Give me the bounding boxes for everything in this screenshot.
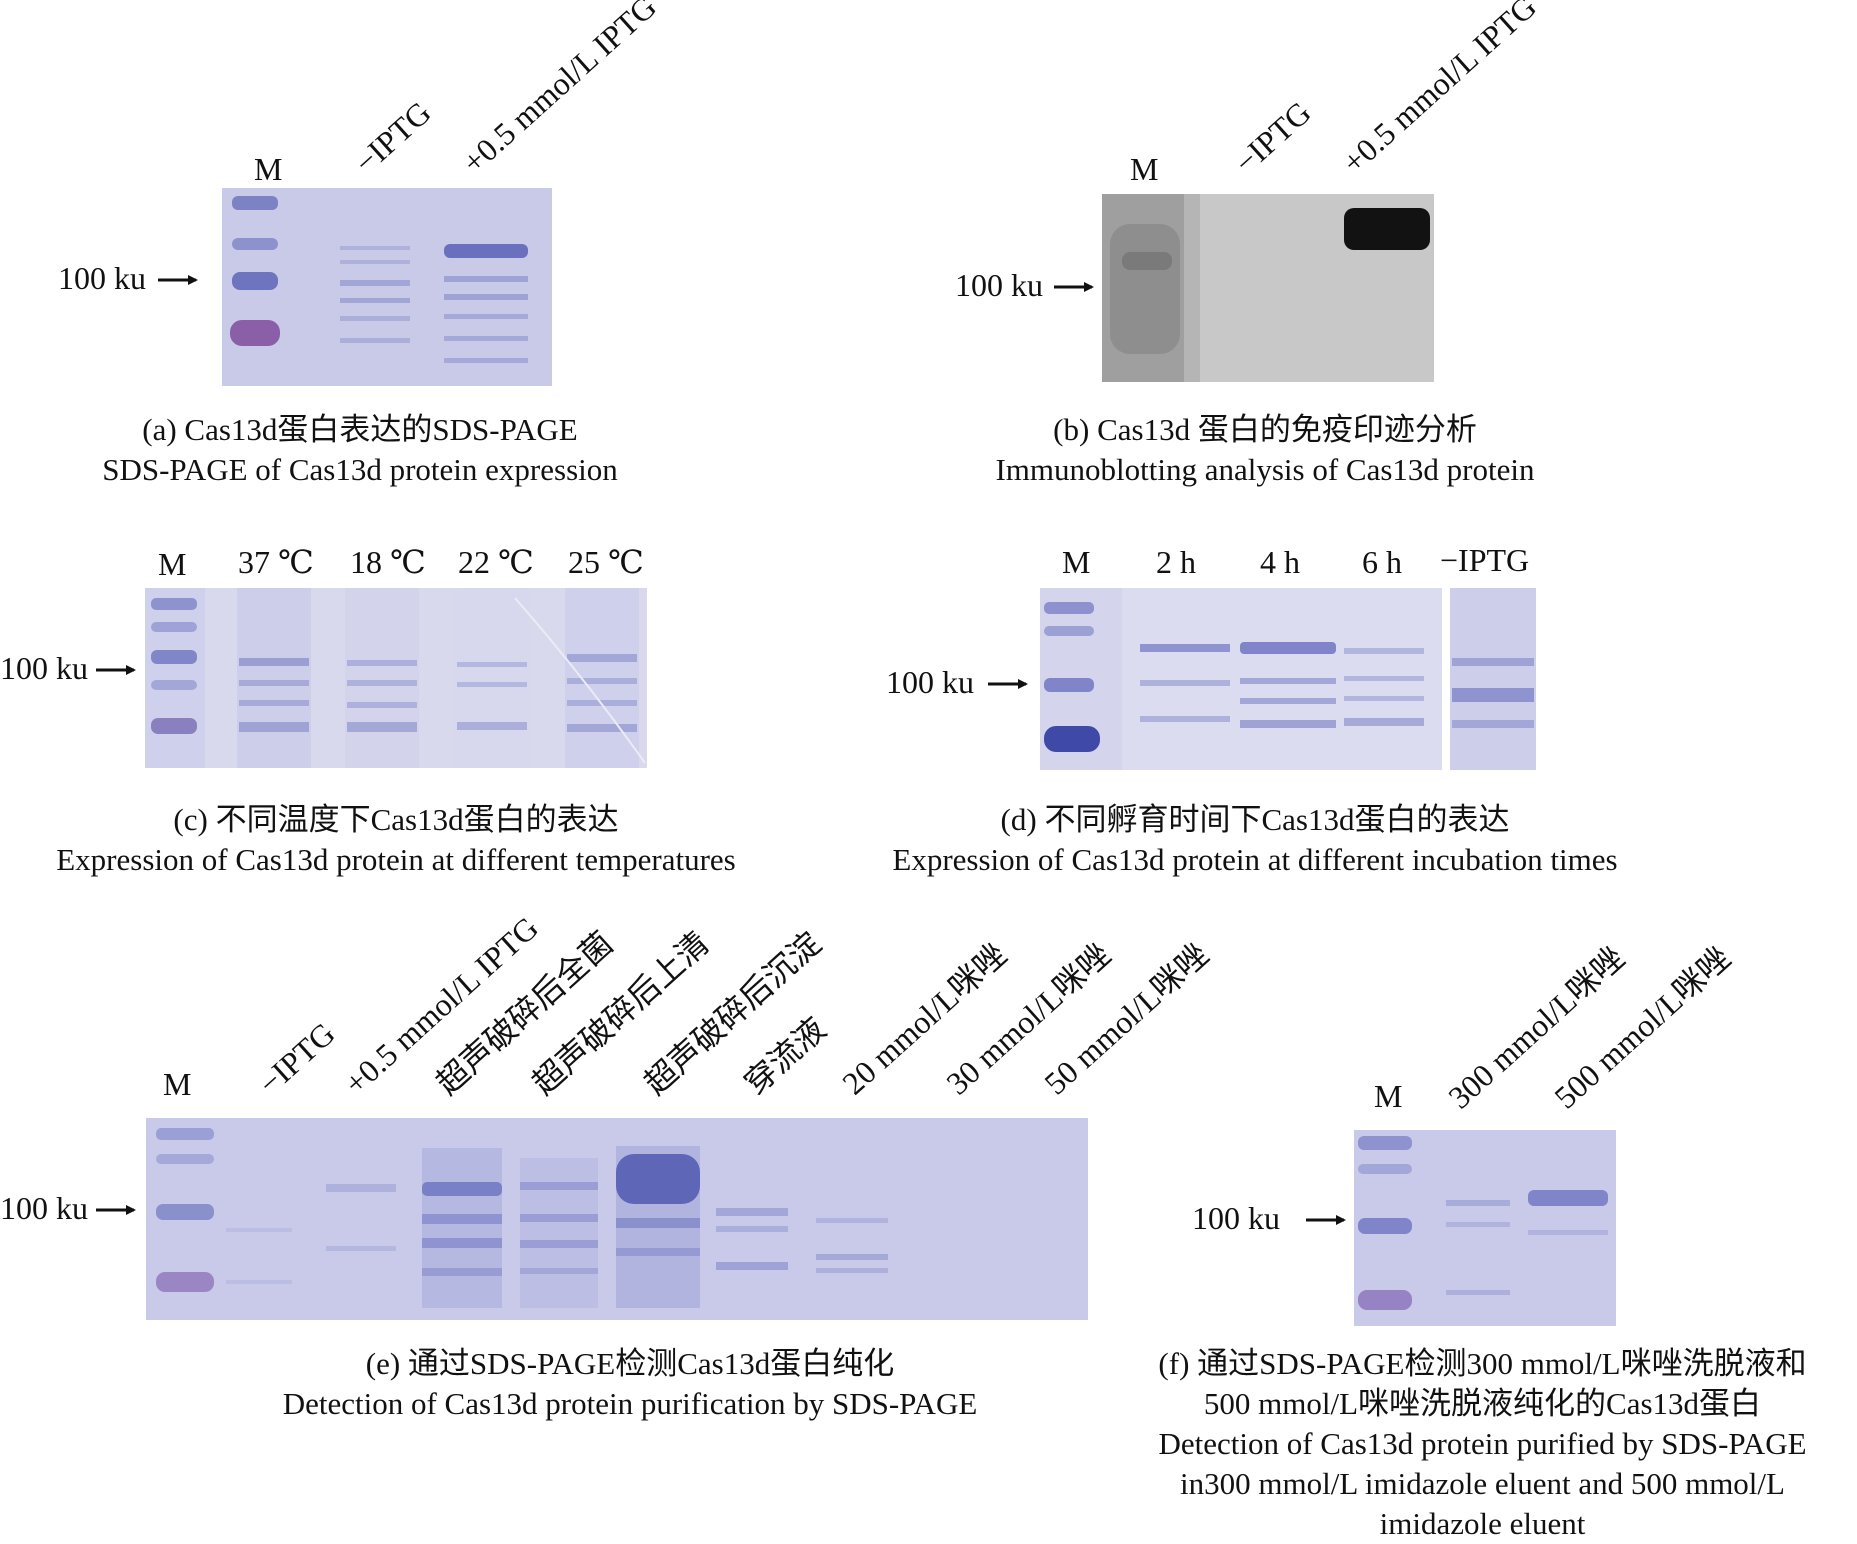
lane-label-18c: 18 ℃ (350, 544, 426, 580)
marker-arrow-icon (1306, 1215, 1346, 1225)
lane-label-m: M (163, 1066, 192, 1102)
lane-label-2h: 2 h (1156, 544, 1196, 580)
lane-label-minus-iptg: −IPTG (251, 1015, 342, 1102)
lane-label-plus-iptg: +0.5 mmol/L IPTG (1335, 0, 1543, 181)
caption-f: (f) 通过SDS-PAGE检测300 mmol/L咪唑洗脱液和 500 mmo… (1108, 1344, 1857, 1544)
caption-cn-2: 500 mmol/L咪唑洗脱液纯化的Cas13d蛋白 (1203, 1386, 1762, 1421)
caption-en: Expression of Cas13d protein at differen… (56, 842, 736, 877)
lane-label-6h: 6 h (1362, 544, 1402, 580)
marker-arrow-icon (158, 275, 198, 285)
lane-label-minus-iptg: −IPTG (347, 94, 438, 181)
marker-arrow-icon (96, 665, 136, 675)
caption-e: (e) 通过SDS-PAGE检测Cas13d蛋白纯化 Detection of … (190, 1344, 1070, 1424)
caption-en: Detection of Cas13d protein purification… (282, 1386, 978, 1421)
caption-cn: (a) Cas13d蛋白表达的SDS-PAGE (142, 412, 578, 447)
lane-label-minus-iptg: −IPTG (1440, 542, 1530, 578)
caption-b: (b) Cas13d 蛋白的免疫印迹分析 Immunoblotting anal… (955, 410, 1575, 490)
gel-image (1040, 588, 1536, 770)
marker-arrow-icon (988, 679, 1028, 689)
lane-label-37c: 37 ℃ (238, 544, 314, 580)
lane-label-m: M (158, 546, 187, 582)
lane-label-plus-iptg: +0.5 mmol/L IPTG (455, 0, 663, 181)
lane-label-m: M (1062, 544, 1091, 580)
lane-label-m: M (1374, 1078, 1403, 1114)
gel-image (222, 188, 552, 386)
caption-c: (c) 不同温度下Cas13d蛋白的表达 Expression of Cas13… (0, 800, 792, 880)
marker-label: 100 ku (58, 260, 146, 296)
lane-label-minus-iptg: −IPTG (1227, 94, 1318, 181)
caption-cn: (e) 通过SDS-PAGE检测Cas13d蛋白纯化 (365, 1346, 895, 1381)
caption-cn: (b) Cas13d 蛋白的免疫印迹分析 (1053, 412, 1477, 447)
marker-label: 100 ku (1192, 1200, 1280, 1236)
marker-label: 100 ku (0, 1190, 88, 1226)
lane-label-25c: 25 ℃ (568, 544, 644, 580)
caption-cn: (d) 不同孵育时间下Cas13d蛋白的表达 (1000, 802, 1510, 837)
blot-image (1102, 194, 1434, 382)
marker-label: 100 ku (886, 664, 974, 700)
gel-image (146, 1118, 1088, 1320)
caption-en: Immunoblotting analysis of Cas13d protei… (995, 452, 1535, 487)
caption-d: (d) 不同孵育时间下Cas13d蛋白的表达 Expression of Cas… (860, 800, 1650, 880)
caption-en-2: in300 mmol/L imidazole eluent and 500 mm… (1180, 1466, 1785, 1501)
marker-arrow-icon (96, 1205, 136, 1215)
marker-label: 100 ku (0, 650, 88, 686)
lane-label-m: M (254, 151, 283, 187)
marker-label: 100 ku (955, 267, 1043, 303)
caption-en-3: imidazole eluent (1379, 1506, 1586, 1541)
gel-image (1354, 1130, 1616, 1326)
caption-en: SDS-PAGE of Cas13d protein expression (102, 452, 618, 487)
gel-image (145, 588, 647, 768)
caption-a: (a) Cas13d蛋白表达的SDS-PAGE SDS-PAGE of Cas1… (80, 410, 640, 490)
caption-en-1: Detection of Cas13d protein purified by … (1158, 1426, 1807, 1461)
caption-cn: (c) 不同温度下Cas13d蛋白的表达 (173, 802, 619, 837)
lane-label-flowthrough: 穿流液 (737, 1010, 833, 1102)
caption-en: Expression of Cas13d protein at differen… (892, 842, 1618, 877)
marker-arrow-icon (1054, 282, 1094, 292)
caption-cn-1: (f) 通过SDS-PAGE检测300 mmol/L咪唑洗脱液和 (1158, 1346, 1807, 1381)
lane-label-m: M (1130, 151, 1159, 187)
lane-label-22c: 22 ℃ (458, 544, 534, 580)
lane-label-4h: 4 h (1260, 544, 1300, 580)
